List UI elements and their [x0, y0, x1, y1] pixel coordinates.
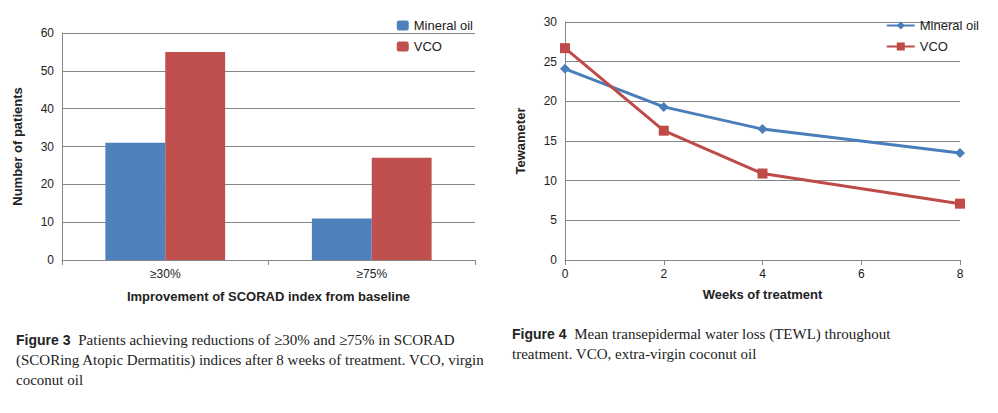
svg-text:5: 5 — [550, 213, 557, 227]
svg-text:4: 4 — [759, 267, 766, 281]
svg-text:30: 30 — [41, 140, 55, 154]
svg-text:Mineral oil: Mineral oil — [414, 18, 473, 33]
svg-text:6: 6 — [858, 267, 865, 281]
svg-text:15: 15 — [544, 134, 558, 148]
svg-text:50: 50 — [41, 64, 55, 78]
svg-text:Tewameter: Tewameter — [513, 108, 528, 175]
svg-text:0: 0 — [550, 253, 557, 267]
svg-text:VCO: VCO — [920, 39, 948, 54]
svg-text:20: 20 — [41, 177, 55, 191]
html-text:Figure 4 Mean transepidermal w: Figure 4 Mean transepidermal water loss … — [512, 326, 891, 362]
svg-text:0: 0 — [47, 253, 54, 267]
html-text:Figure 3 Patients achieving re: Figure 3 Patients achieving reductions o… — [16, 332, 484, 388]
svg-text:20: 20 — [544, 94, 558, 108]
svg-text:≥75%: ≥75% — [356, 267, 387, 281]
svg-text:Mineral oil: Mineral oil — [920, 18, 979, 33]
svg-text:0: 0 — [562, 267, 569, 281]
svg-text:Improvement of SCORAD index fr: Improvement of SCORAD index from baselin… — [127, 289, 410, 304]
svg-text:10: 10 — [544, 174, 558, 188]
svg-text:Weeks of treatment: Weeks of treatment — [703, 287, 823, 302]
svg-text:VCO: VCO — [414, 39, 442, 54]
svg-text:25: 25 — [544, 55, 558, 69]
svg-text:40: 40 — [41, 102, 55, 116]
svg-text:10: 10 — [41, 215, 55, 229]
svg-text:60: 60 — [41, 26, 55, 40]
svg-text:Number of patients: Number of patients — [10, 87, 25, 205]
svg-text:≥30%: ≥30% — [150, 267, 181, 281]
svg-text:8: 8 — [957, 267, 964, 281]
svg-text:30: 30 — [544, 15, 558, 29]
svg-text:2: 2 — [660, 267, 667, 281]
